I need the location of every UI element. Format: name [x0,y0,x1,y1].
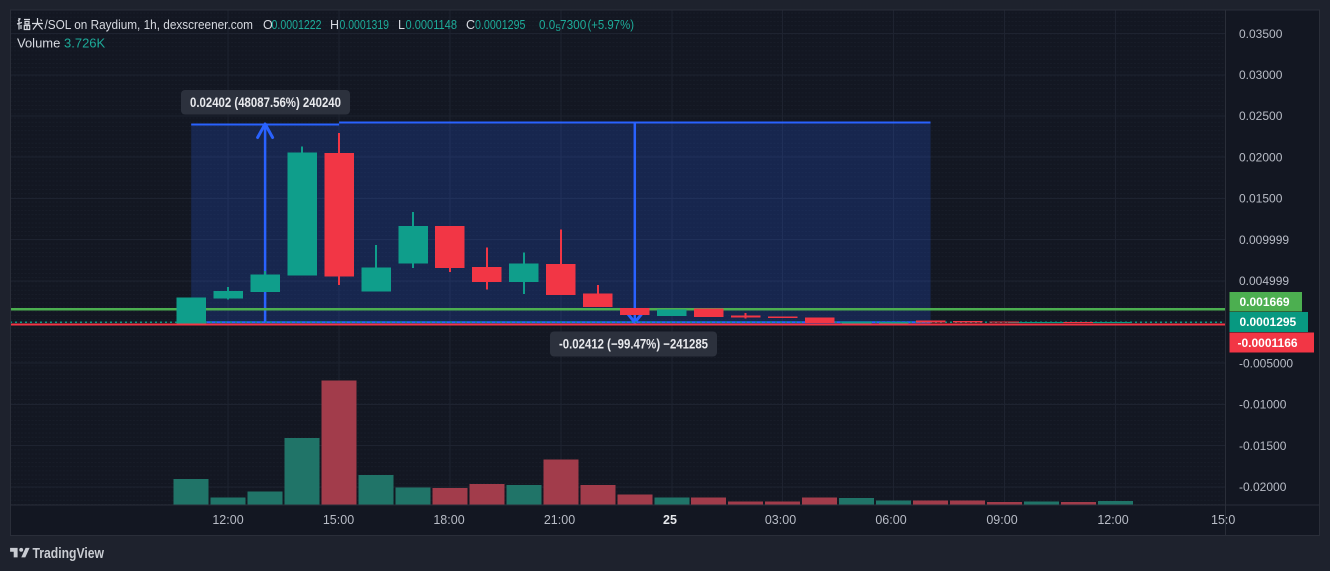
svg-text:L: L [398,18,405,32]
svg-text:/SOL on Raydium, 1h, dexscreen: /SOL on Raydium, 1h, dexscreener.com [45,17,254,32]
svg-text:21:00: 21:00 [544,513,575,527]
svg-text:0.0001319: 0.0001319 [340,18,390,32]
svg-text:Volume: Volume [17,36,60,51]
svg-text:-0.01500: -0.01500 [1239,439,1287,453]
svg-text:0.01500: 0.01500 [1239,192,1283,206]
svg-text:-0.005000: -0.005000 [1239,356,1293,370]
svg-text:0.0001295: 0.0001295 [1240,315,1297,329]
svg-text:18:00: 18:00 [433,513,464,527]
svg-text:0.0001295: 0.0001295 [475,18,526,32]
svg-text:3.726K: 3.726K [64,36,106,51]
svg-text:0.004999: 0.004999 [1239,274,1289,288]
svg-text:O: O [263,18,273,32]
svg-text:0.02402 (48087.56%) 240240: 0.02402 (48087.56%) 240240 [190,95,341,110]
svg-text:06:00: 06:00 [875,513,906,527]
svg-text:-0.0001166: -0.0001166 [1238,336,1298,350]
svg-text:(+5.97%): (+5.97%) [588,18,635,32]
svg-text:09:00: 09:00 [986,513,1017,527]
svg-text:-0.02412 (−99.47%) −241285: -0.02412 (−99.47%) −241285 [559,337,708,352]
svg-text:0.0001222: 0.0001222 [272,18,322,32]
svg-text:0.02500: 0.02500 [1239,109,1283,123]
svg-text:15:00: 15:00 [323,513,354,527]
svg-text:0.0001148: 0.0001148 [406,18,458,32]
svg-text:0.009999: 0.009999 [1239,233,1289,247]
svg-text:12:00: 12:00 [1097,513,1128,527]
svg-text:0.02000: 0.02000 [1239,150,1283,164]
svg-text:25: 25 [663,513,677,527]
svg-text:-0.01000: -0.01000 [1239,398,1287,412]
svg-text:7300: 7300 [560,18,586,32]
svg-text:0.03000: 0.03000 [1239,68,1283,82]
svg-text:5: 5 [556,23,561,34]
svg-text:12:00: 12:00 [212,513,243,527]
svg-text:0.0: 0.0 [539,18,555,32]
svg-text:0.03500: 0.03500 [1239,27,1283,41]
svg-text:03:00: 03:00 [765,513,796,527]
svg-text:H: H [330,18,339,32]
svg-text:C: C [466,18,475,32]
svg-text:15:0: 15:0 [1211,513,1235,527]
svg-text:0.001669: 0.001669 [1240,295,1290,309]
svg-text:TradingView: TradingView [33,546,105,562]
svg-text:-0.02000: -0.02000 [1239,480,1287,494]
